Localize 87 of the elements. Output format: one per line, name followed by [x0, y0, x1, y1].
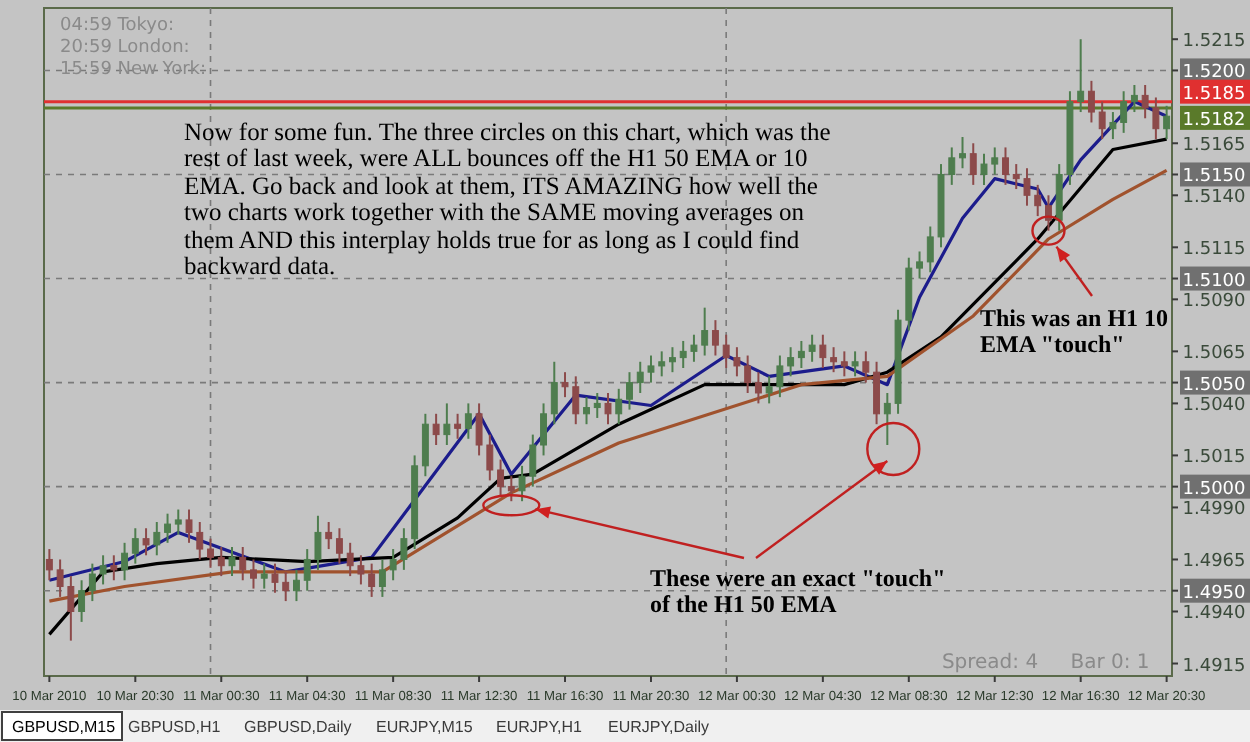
y-tick-label: 1.5165 — [1182, 136, 1246, 157]
candlestick — [497, 458, 505, 499]
candlestick — [593, 391, 601, 419]
candlestick — [421, 412, 429, 478]
candlestick — [840, 350, 848, 378]
candlestick — [669, 346, 676, 374]
annotation: These were an exact "touch" of the H1 50 EMA — [650, 564, 948, 620]
annotation: Bar 0: 1 — [1070, 652, 1150, 674]
candlestick — [626, 371, 633, 411]
candlestick — [1045, 194, 1052, 232]
y-tick-label: 1.4965 — [1182, 552, 1246, 573]
candlestick — [959, 136, 966, 170]
candlestick — [873, 360, 881, 426]
y-tick-label: 1.4940 — [1182, 604, 1247, 625]
y-tick-label: 1.5065 — [1182, 344, 1246, 365]
candlestick — [260, 562, 268, 590]
y-tick-label: 1.4915 — [1182, 656, 1246, 677]
text: GBPUSD,M15 — [12, 718, 117, 736]
candlestick — [217, 545, 225, 578]
candlestick — [164, 512, 171, 544]
candlestick — [250, 558, 257, 590]
y-tick-label: 1.5215 — [1182, 32, 1246, 53]
candlestick — [443, 402, 451, 447]
candlestick — [293, 568, 300, 603]
candlestick — [121, 541, 129, 582]
candlestick — [325, 521, 333, 551]
candlestick — [207, 537, 214, 569]
candlestick — [787, 346, 795, 378]
candlestick — [335, 527, 343, 565]
candlestick — [228, 545, 236, 578]
candlestick — [540, 402, 547, 457]
text: EURJPY,M15 — [376, 718, 474, 736]
candlestick — [110, 554, 118, 582]
candlestick — [969, 142, 977, 186]
y-tick-label: 1.5100 — [1182, 271, 1247, 292]
candlestick — [1002, 146, 1009, 186]
candlestick — [378, 558, 386, 598]
candlestick — [819, 333, 827, 370]
candlestick — [830, 346, 838, 374]
candlestick — [131, 527, 139, 565]
candlestick — [464, 402, 472, 440]
candlestick — [615, 387, 623, 426]
y-tick-label: 1.5040 — [1182, 396, 1247, 417]
annotation: 15:59 New York: — [60, 60, 207, 80]
candlestick — [78, 579, 86, 623]
y-tick-label: 1.5115 — [1182, 240, 1246, 261]
candlestick — [174, 508, 182, 536]
y-tick-label: 1.5015 — [1182, 448, 1246, 469]
candlestick — [583, 396, 590, 426]
candlestick — [808, 333, 816, 363]
candlestick — [550, 360, 558, 426]
ref-line-label: 1.5182 — [1182, 110, 1246, 131]
y-tick-label: 1.5150 — [1182, 167, 1247, 188]
candlestick — [711, 319, 719, 357]
y-tick-label: 1.4950 — [1182, 583, 1247, 604]
candlestick — [454, 412, 462, 440]
text: EURJPY,H1 — [496, 718, 584, 736]
candlestick — [1130, 84, 1138, 114]
candlestick — [754, 371, 762, 405]
candlestick — [239, 545, 247, 582]
annotation: Now for some fun. The three circles on this chart, which was the rest of last week, were ALL bounces off the H1 50 EMA or 10 EMA. Go back and look at them, ITS AMAZING how well the two charts work together with the SAME moving averages on them AND this interplay holds true for as long as I could find backward data. — [184, 118, 833, 281]
y-tick-label: 1.4990 — [1182, 500, 1247, 521]
candlestick — [862, 350, 870, 384]
candlestick — [1087, 79, 1095, 124]
text: EURJPY,Daily — [608, 718, 710, 736]
text: GBPUSD,H1 — [128, 718, 222, 736]
candlestick — [153, 521, 161, 557]
y-tick-label: 1.5000 — [1182, 479, 1247, 500]
annotation: 04:59 Tokyo: — [60, 16, 175, 36]
candlestick — [797, 339, 805, 370]
candlestick — [432, 412, 440, 447]
y-tick-label: 1.5090 — [1182, 292, 1247, 313]
y-tick-label: 1.5140 — [1182, 188, 1247, 209]
candlestick — [1098, 100, 1106, 141]
candlestick — [851, 350, 859, 378]
y-tick-label: 1.5050 — [1182, 375, 1247, 396]
ref-line-label: 1.5185 — [1182, 84, 1246, 105]
candlestick — [604, 391, 612, 426]
candlestick — [916, 250, 923, 280]
candlestick — [507, 475, 515, 503]
annotation: 20:59 London: — [60, 38, 190, 58]
y-tick-label: 1.5200 — [1182, 63, 1247, 84]
candlestick — [142, 527, 150, 557]
annotation: This was an H1 10 EMA "touch" — [980, 304, 1171, 360]
annotation: Spread: 4 — [941, 652, 1039, 674]
candlestick — [45, 548, 53, 582]
text: GBPUSD,Daily — [244, 718, 352, 736]
